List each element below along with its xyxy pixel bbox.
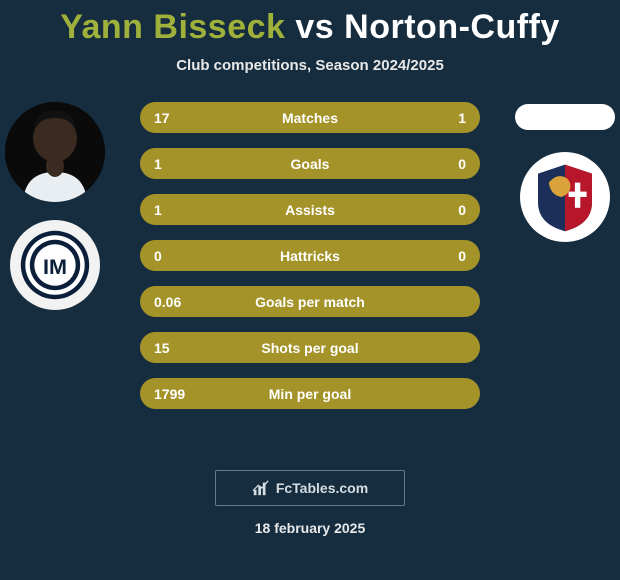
stat-label: Matches	[204, 110, 416, 126]
page-title: Yann Bisseck vs Norton-Cuffy	[0, 0, 620, 47]
stat-label: Shots per goal	[204, 340, 416, 356]
stat-left-value: 1	[154, 156, 204, 172]
stat-left-value: 0.06	[154, 294, 204, 310]
stat-label: Assists	[204, 202, 416, 218]
stat-row: 1Goals0	[140, 148, 480, 179]
stat-row: 1799Min per goal	[140, 378, 480, 409]
stat-left-value: 15	[154, 340, 204, 356]
stat-label: Hattricks	[204, 248, 416, 264]
stat-right-value: 0	[416, 156, 466, 172]
stat-label: Goals per match	[204, 294, 416, 310]
stat-row: 0.06Goals per match	[140, 286, 480, 317]
stat-rows: 17Matches11Goals01Assists00Hattricks00.0…	[140, 102, 480, 409]
right-player-avatar-placeholder	[515, 104, 615, 130]
stat-right-value: 1	[416, 110, 466, 126]
title-vs: vs	[285, 8, 344, 46]
stat-right-value: 0	[416, 202, 466, 218]
left-player-avatar	[5, 102, 105, 202]
stat-left-value: 17	[154, 110, 204, 126]
comparison-area: IM 17Matches11Goals01Assists00Hattricks0…	[0, 102, 620, 442]
stat-label: Min per goal	[204, 386, 416, 402]
stat-row: 17Matches1	[140, 102, 480, 133]
source-badge[interactable]: FcTables.com	[215, 470, 405, 506]
source-label: FcTables.com	[276, 480, 368, 496]
stat-right-value: 0	[416, 248, 466, 264]
genoa-badge-icon	[529, 161, 601, 233]
title-player-left: Yann Bisseck	[60, 8, 285, 46]
person-icon	[5, 102, 105, 202]
chart-icon	[252, 479, 270, 497]
right-player-club-badge	[520, 152, 610, 242]
stat-left-value: 1	[154, 202, 204, 218]
stat-row: 1Assists0	[140, 194, 480, 225]
inter-badge-icon: IM	[19, 229, 91, 301]
stat-row: 0Hattricks0	[140, 240, 480, 271]
left-player-club-badge: IM	[10, 220, 100, 310]
subtitle: Club competitions, Season 2024/2025	[0, 57, 620, 74]
stat-label: Goals	[204, 156, 416, 172]
right-player-column	[510, 102, 620, 242]
date-line: 18 february 2025	[0, 520, 620, 536]
stat-left-value: 1799	[154, 386, 204, 402]
title-player-right: Norton-Cuffy	[344, 8, 560, 46]
svg-text:IM: IM	[43, 254, 67, 279]
stat-left-value: 0	[154, 248, 204, 264]
stat-row: 15Shots per goal	[140, 332, 480, 363]
left-player-column: IM	[0, 102, 110, 310]
